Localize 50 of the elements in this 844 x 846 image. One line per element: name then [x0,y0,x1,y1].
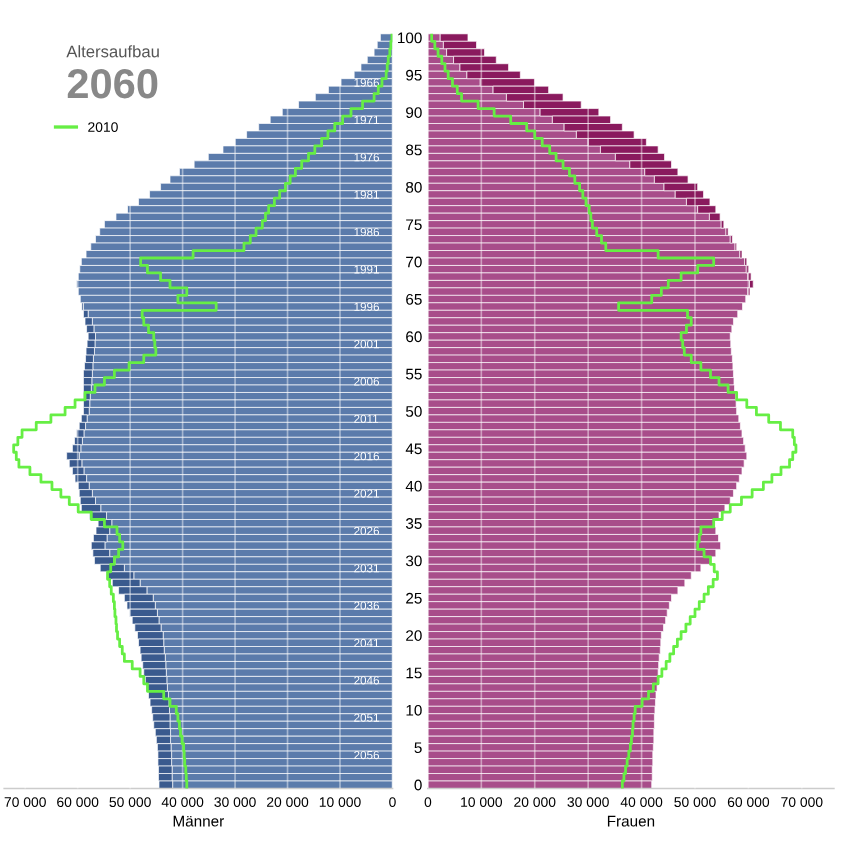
bar [77,287,393,296]
bar [427,272,749,281]
bar [427,653,660,662]
bar [427,287,749,296]
bar [427,541,721,550]
bar [95,332,393,341]
bar [89,399,393,408]
bar [427,765,653,774]
bar [83,429,393,438]
bar [427,354,733,363]
text: Altersaufbau [66,45,159,58]
bar [427,227,727,236]
bar [427,481,737,490]
bar [427,257,746,266]
bar [427,384,735,393]
bar [77,272,393,281]
bar [427,302,743,311]
bar [86,414,393,423]
bar [427,444,746,453]
bar [92,317,393,326]
bar [427,399,737,408]
bar [427,601,670,610]
bar [427,586,679,595]
bar [427,429,743,438]
bar [427,698,656,707]
bar [427,242,736,251]
bar [80,444,393,453]
bar [427,713,655,722]
bar [90,384,393,393]
bar [427,496,731,505]
text: 2060 [67,68,158,99]
bar [427,638,662,647]
bar [427,683,658,692]
bar [427,728,655,737]
bar [427,459,745,468]
bar [99,227,393,236]
bar [427,526,717,535]
bar [93,354,393,363]
bar [427,414,740,423]
bar [427,556,711,565]
bar [427,369,734,378]
bar [80,257,393,266]
bar [427,668,659,677]
bar [427,332,731,341]
bar [427,317,734,326]
bar [90,242,393,251]
bar [427,511,720,520]
bar [427,780,653,789]
bar [427,623,664,632]
bar [427,750,654,759]
